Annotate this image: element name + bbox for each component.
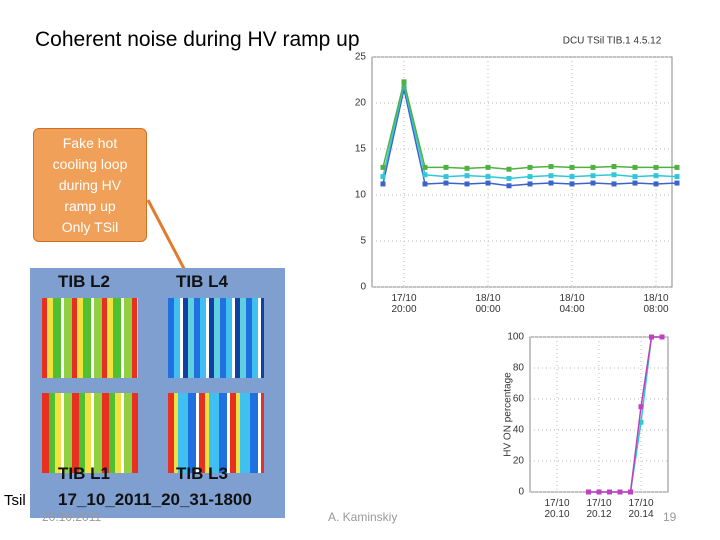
x-tick-label: 17/10 20.14 [628, 498, 654, 520]
point-marker [422, 172, 428, 178]
y-tick-label: 20 [513, 456, 525, 467]
heatmap-label: TIB L2 [58, 272, 110, 291]
y-tick-label: 10 [355, 190, 367, 201]
point-marker [380, 164, 386, 170]
point-marker [649, 334, 654, 340]
point-marker [548, 173, 554, 179]
point-marker [506, 175, 512, 181]
point-marker [401, 86, 407, 92]
y-tick-label: 0 [518, 487, 524, 498]
point-marker [632, 180, 638, 186]
footer-date: 20.10.2011 [42, 510, 102, 524]
point-marker [485, 164, 491, 170]
point-marker [506, 183, 512, 189]
point-marker [596, 489, 602, 495]
point-marker [628, 489, 633, 495]
series-line [588, 336, 662, 493]
y-tick-label: 15 [355, 144, 367, 155]
point-marker [590, 164, 596, 170]
point-marker [464, 165, 470, 171]
point-marker [632, 174, 638, 180]
heatmap-caption: 17_10_2011_20_31-1800 [58, 490, 252, 509]
point-marker [527, 181, 533, 187]
point-marker [659, 334, 665, 340]
point-marker [380, 174, 386, 180]
y-tick-label: 20 [355, 98, 367, 109]
point-marker [674, 164, 680, 170]
point-marker [527, 174, 533, 180]
point-marker [638, 404, 644, 410]
series-line [382, 84, 678, 180]
heatmap-panel: TIB L2 TIB L4 TIB L1 TIB L3 17_10_2011_2… [30, 268, 285, 518]
point-marker [611, 163, 617, 169]
point-marker [653, 181, 659, 187]
point-marker [485, 174, 491, 180]
point-marker [443, 180, 449, 186]
heatmap [168, 298, 264, 378]
y-tick-label: 40 [513, 425, 525, 436]
point-marker [464, 173, 470, 179]
point-marker [653, 164, 659, 170]
chart-title: DCU TSil TIB.1 4.5.12 [563, 36, 662, 47]
plot-frame [371, 56, 673, 288]
point-marker [443, 174, 449, 180]
y-axis-label: HV ON percentage [503, 372, 514, 457]
heatmap-label: TIB L4 [176, 272, 228, 291]
point-marker [653, 173, 659, 179]
point-marker [548, 180, 554, 186]
point-marker [674, 180, 680, 186]
point-marker [632, 164, 638, 170]
y-tick-label: 5 [360, 236, 366, 247]
point-marker [569, 164, 575, 170]
point-marker [464, 181, 470, 187]
x-tick-label: 18/10 00:00 [475, 293, 501, 315]
point-marker [569, 181, 575, 187]
point-marker [674, 174, 680, 180]
heatmap [42, 298, 138, 378]
y-tick-label: 100 [507, 332, 524, 343]
series-line [588, 336, 662, 493]
y-tick-label: 80 [513, 363, 525, 374]
point-marker [590, 173, 596, 179]
x-tick-label: 18/10 04:00 [559, 293, 585, 315]
heatmap [42, 393, 138, 473]
point-marker [638, 419, 644, 425]
heatmap [168, 393, 264, 473]
x-tick-label: 17/10 20.10 [544, 498, 570, 520]
x-tick-label: 17/10 20:00 [391, 293, 417, 315]
slide-title: Coherent noise during HV ramp up [35, 28, 360, 51]
point-marker [607, 489, 612, 495]
y-tick-label: 0 [360, 282, 366, 293]
y-tick-label: 60 [513, 394, 525, 405]
point-marker [401, 79, 407, 85]
x-tick-label: 18/10 08:00 [643, 293, 669, 315]
x-tick-label: 17/10 20.12 [586, 498, 612, 520]
point-marker [569, 174, 575, 180]
point-marker [422, 181, 428, 187]
point-marker [548, 163, 554, 169]
heatmap-label: TIB L3 [176, 464, 228, 483]
point-marker [380, 181, 386, 187]
callout: Fake hot cooling loop during HV ramp up … [33, 128, 147, 242]
point-marker [617, 489, 623, 495]
y-tick-label: 25 [355, 52, 367, 63]
point-marker [422, 164, 428, 170]
side-label: Tsil [4, 492, 26, 509]
point-marker [611, 181, 617, 187]
point-marker [586, 489, 591, 495]
point-marker [527, 164, 533, 170]
series-line [382, 81, 677, 170]
point-marker [485, 180, 491, 186]
footer-author: A. Kaminskiy [328, 510, 398, 524]
point-marker [506, 166, 512, 172]
point-marker [443, 164, 449, 170]
series-line [382, 89, 678, 187]
heatmap-label: TIB L1 [58, 464, 110, 483]
page-number: 19 [663, 510, 677, 524]
point-marker [590, 180, 596, 186]
point-marker [611, 172, 617, 178]
